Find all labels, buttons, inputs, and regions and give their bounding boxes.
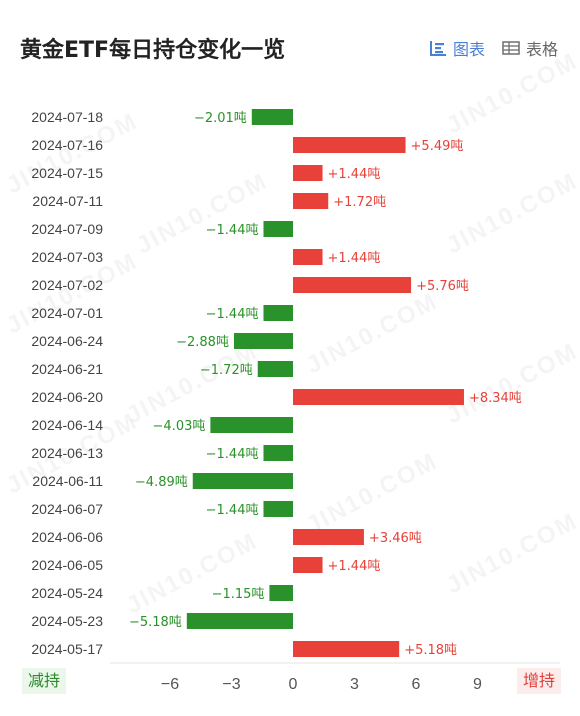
- data-label: +5.49吨: [411, 139, 464, 154]
- bar: [293, 389, 464, 405]
- category-label: 2024-06-24: [31, 333, 103, 349]
- bar: [293, 137, 406, 153]
- bar: [263, 445, 293, 461]
- category-label: 2024-07-03: [31, 249, 103, 265]
- data-label: +1.44吨: [328, 167, 381, 182]
- data-label: −4.03吨: [153, 419, 206, 434]
- x-tick-label: −6: [161, 676, 179, 693]
- bar: [233, 333, 293, 349]
- category-label: 2024-06-14: [31, 417, 103, 433]
- category-label: 2024-05-24: [31, 585, 103, 601]
- bar: [263, 305, 293, 321]
- bar: [293, 249, 323, 265]
- category-label: 2024-05-23: [31, 613, 103, 629]
- page-title: 黄金ETF每日持仓变化一览: [20, 38, 286, 63]
- x-tick-label: 6: [412, 676, 421, 693]
- data-label: −1.44吨: [206, 307, 259, 322]
- data-label: −5.18吨: [129, 615, 182, 630]
- bar: [263, 501, 293, 517]
- category-label: 2024-06-06: [31, 529, 103, 545]
- category-label: 2024-06-11: [32, 473, 103, 489]
- category-label: 2024-06-07: [31, 501, 103, 517]
- category-label: 2024-05-17: [31, 641, 103, 657]
- chart-toggle-label: 图表: [453, 40, 486, 59]
- category-label: 2024-07-02: [31, 277, 103, 293]
- data-label: −1.15吨: [212, 587, 265, 602]
- data-label: −2.88吨: [176, 335, 229, 350]
- table-view-toggle[interactable]: 表格: [501, 36, 558, 60]
- header: 黄金ETF每日持仓变化一览 图表 表格: [0, 0, 580, 90]
- increase-legend: 增持: [517, 668, 562, 694]
- x-tick-label: 9: [473, 676, 482, 693]
- bar: [210, 417, 293, 433]
- x-tick-label: 0: [289, 676, 298, 693]
- table-icon: [502, 41, 520, 55]
- data-label: −2.01吨: [194, 111, 247, 126]
- data-label: +5.18吨: [404, 643, 457, 658]
- bar: [293, 165, 323, 181]
- x-tick-label: −3: [222, 676, 240, 693]
- bar: [257, 361, 293, 377]
- bar: [293, 529, 364, 545]
- etf-holdings-chart: 2024-07-18 −2.01吨 2024-07-16 +5.49吨 2024-07-…: [31, 109, 560, 693]
- bar: [293, 193, 329, 209]
- data-label: +1.44吨: [328, 251, 381, 266]
- category-label: 2024-07-18: [31, 109, 103, 125]
- data-label: +3.46吨: [369, 531, 422, 546]
- data-label: −1.44吨: [206, 447, 259, 462]
- data-label: +8.34吨: [469, 391, 522, 406]
- data-label: +5.76吨: [416, 279, 469, 294]
- category-label: 2024-06-20: [31, 389, 103, 405]
- category-label: 2024-07-15: [31, 165, 103, 181]
- data-label: −1.44吨: [206, 503, 259, 518]
- decrease-legend: 减持: [22, 668, 67, 694]
- bar: [251, 109, 293, 125]
- category-label: 2024-06-05: [31, 557, 103, 573]
- data-label: −1.72吨: [200, 363, 253, 378]
- category-label: 2024-07-16: [31, 137, 103, 153]
- category-label: 2024-06-21: [31, 361, 103, 377]
- data-label: +1.72吨: [333, 195, 386, 210]
- category-label: 2024-07-11: [32, 193, 103, 209]
- category-label: 2024-07-09: [31, 221, 103, 237]
- table-toggle-label: 表格: [526, 40, 559, 59]
- bar: [293, 557, 323, 573]
- chart-view-toggle[interactable]: 图表: [428, 36, 485, 60]
- bar-chart-icon: [430, 41, 446, 56]
- bar: [293, 641, 400, 657]
- bar: [263, 221, 293, 237]
- data-label: −1.44吨: [206, 223, 259, 238]
- data-label: +1.44吨: [328, 559, 381, 574]
- bar: [192, 473, 293, 489]
- bar: [269, 585, 293, 601]
- bar: [293, 277, 412, 293]
- x-tick-label: 3: [350, 676, 359, 693]
- data-label: −4.89吨: [135, 475, 188, 490]
- category-label: 2024-06-13: [31, 445, 103, 461]
- category-label: 2024-07-01: [31, 305, 103, 321]
- bar: [186, 613, 293, 629]
